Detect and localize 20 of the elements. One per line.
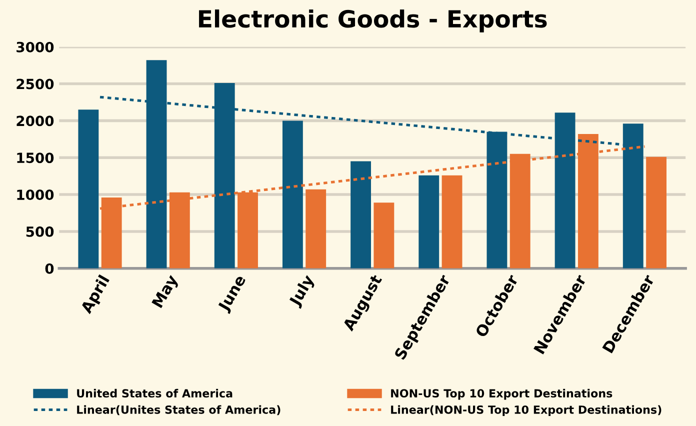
bar (350, 161, 371, 268)
bar (374, 202, 394, 268)
y-tick-label: 0 (45, 263, 54, 274)
bar (418, 175, 440, 268)
legend-label: NON-US Top 10 Export Destinations (391, 388, 612, 400)
y-tick-label: 3000 (16, 42, 54, 52)
bar (442, 175, 462, 268)
bar (78, 110, 99, 268)
legend-label: Linear(Unites States of America) (77, 405, 280, 416)
y-tick-label: 2500 (16, 78, 54, 90)
y-tick-label: 1500 (17, 152, 54, 164)
bar (306, 189, 326, 268)
legend-label: United States of America (77, 388, 232, 398)
legend-label: Linear(NON-US Top 10 Export Destinations) (391, 405, 662, 416)
y-tick-label: 1000 (17, 190, 54, 200)
y-tick-label: 2000 (16, 116, 54, 126)
bar (282, 120, 303, 268)
y-tick-label: 500 (26, 226, 54, 237)
bar (646, 156, 666, 268)
chart-title: Electronic Goods - Exports (199, 9, 547, 32)
